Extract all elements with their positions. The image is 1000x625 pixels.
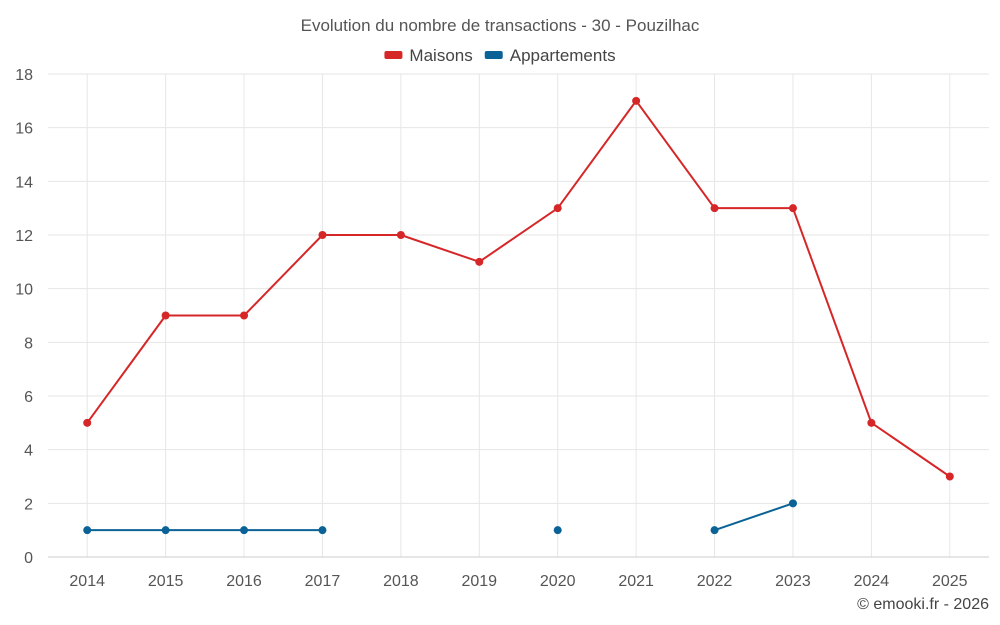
data-point[interactable]	[318, 231, 327, 239]
data-point[interactable]	[83, 526, 92, 535]
series-layer	[83, 96, 954, 535]
y-tick-label: 18	[15, 67, 33, 84]
data-point[interactable]	[318, 526, 327, 535]
data-point[interactable]	[396, 231, 405, 239]
x-tick-label: 2014	[69, 573, 105, 590]
data-point[interactable]	[710, 526, 719, 535]
legend-item-appartements[interactable]: Appartements	[484, 46, 616, 65]
x-tick-label: 2020	[540, 573, 576, 590]
legend-label: Maisons	[409, 46, 472, 65]
legend-swatch	[484, 51, 503, 59]
series-maisons	[83, 96, 954, 481]
series-line	[714, 502, 794, 532]
y-tick-label: 12	[15, 228, 33, 245]
data-point[interactable]	[240, 526, 249, 535]
y-tick-label: 16	[15, 121, 33, 138]
data-point[interactable]	[710, 204, 719, 213]
chart-title: Evolution du nombre de transactions - 30…	[301, 16, 700, 35]
y-tick-label: 2	[24, 496, 33, 513]
x-tick-label: 2023	[775, 573, 811, 590]
x-axis: 2014 2015 2016 2017 2018 2019 2020 2021 2022 2023…	[69, 573, 967, 590]
credit-text: © emooki.fr - 2026	[857, 596, 989, 613]
x-tick-label: 2024	[854, 573, 890, 590]
y-tick-label: 14	[15, 174, 33, 191]
data-point[interactable]	[632, 96, 641, 105]
data-point[interactable]	[553, 526, 562, 535]
x-tick-label: 2025	[932, 573, 968, 590]
series-line	[86, 99, 951, 478]
y-tick-label: 8	[24, 335, 33, 352]
x-tick-label: 2021	[618, 573, 654, 590]
x-tick-label: 2019	[461, 573, 497, 590]
series-appartements	[83, 499, 797, 535]
legend: Maisons Appartements	[384, 46, 616, 65]
data-point[interactable]	[788, 499, 797, 508]
data-point[interactable]	[240, 311, 249, 320]
x-tick-label: 2015	[148, 573, 184, 590]
legend-label: Appartements	[510, 46, 616, 65]
data-point[interactable]	[475, 257, 484, 266]
x-tick-label: 2017	[305, 573, 341, 590]
data-point[interactable]	[553, 204, 562, 213]
y-tick-label: 0	[24, 550, 33, 567]
x-tick-label: 2016	[226, 573, 262, 590]
legend-item-maisons[interactable]: Maisons	[384, 46, 473, 65]
data-point[interactable]	[945, 472, 954, 481]
data-point[interactable]	[83, 418, 92, 427]
y-tick-label: 4	[24, 443, 33, 460]
x-tick-label: 2018	[383, 573, 419, 590]
data-point[interactable]	[161, 311, 170, 320]
y-tick-label: 10	[15, 282, 33, 299]
data-point[interactable]	[867, 418, 876, 427]
y-axis: 0 2 4 6 8 10 12 14 16 18	[15, 67, 33, 567]
x-tick-label: 2022	[697, 573, 733, 590]
data-point[interactable]	[788, 204, 797, 213]
y-tick-label: 6	[24, 389, 33, 406]
data-point[interactable]	[161, 526, 170, 535]
legend-swatch	[384, 51, 403, 59]
